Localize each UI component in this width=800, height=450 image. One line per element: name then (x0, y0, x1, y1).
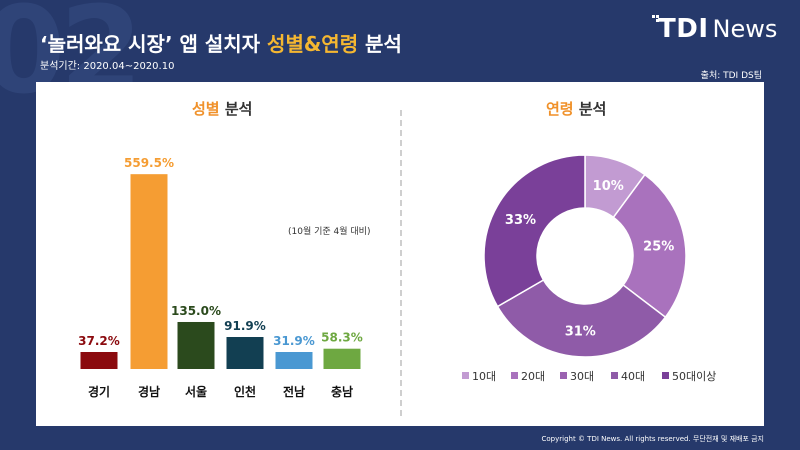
source-note: 출처: TDI DS팀 (700, 71, 762, 81)
section-divider (400, 110, 402, 416)
age-title-rest: 분석 (573, 100, 607, 118)
logo-news: News (712, 15, 778, 43)
brand-logo[interactable]: TDI News (652, 14, 778, 44)
logo-dots-icon (652, 15, 660, 23)
age-section-title: 연령 분석 (546, 98, 606, 119)
gender-title-accent: 성별 (192, 100, 220, 118)
logo-tdi: TDI (658, 14, 709, 44)
page-title: ‘놀러와요 시장’ 앱 설치자 성별&연령 분석 (40, 28, 402, 57)
age-title-accent: 연령 (546, 100, 574, 118)
gender-section-title: 성별 분석 (192, 98, 252, 119)
analysis-period: 분석기간: 2020.04~2020.10 (40, 61, 175, 72)
title-part2: 분석 (358, 32, 402, 56)
title-part1: ‘놀러와요 시장’ 앱 설치자 (40, 32, 268, 56)
comparison-note: (10월 기준 4월 대비) (288, 227, 371, 237)
gender-title-rest: 분석 (219, 100, 253, 118)
content-panel: 성별 분석 (10월 기준 4월 대비) 연령 분석 (36, 82, 764, 426)
title-highlight: 성별&연령 (267, 32, 359, 56)
copyright-footer: Copyright © TDI News. All rights reserve… (541, 435, 764, 443)
